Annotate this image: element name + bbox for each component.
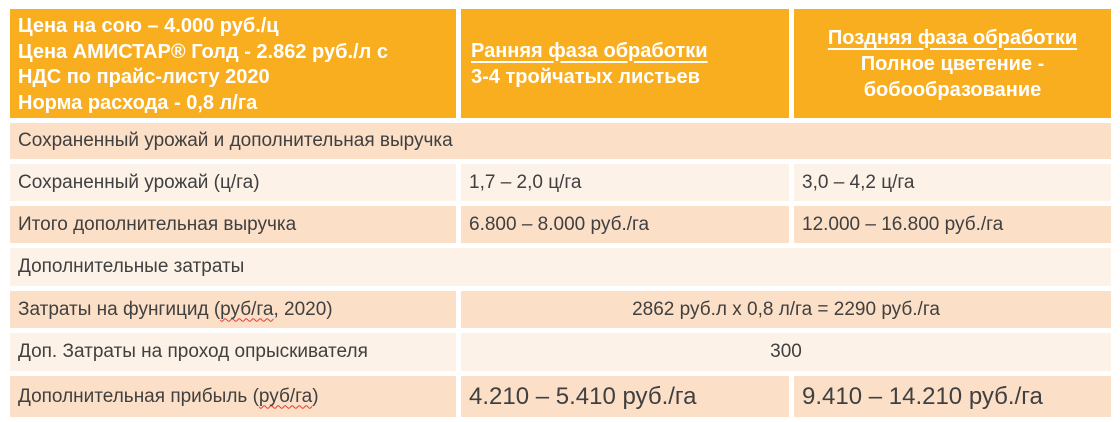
section-row-costs: Дополнительные затраты — [10, 248, 1111, 286]
early-phase-title: Ранняя фаза обработки — [471, 39, 708, 62]
row-sprayer-pass-label: Доп. Затраты на проход опрыскивателя — [10, 333, 456, 371]
extra-profit-label-post: ) — [312, 385, 319, 407]
row-extra-revenue-label: Итого дополнительная выручка — [10, 206, 456, 243]
fungicide-label-pre: Затраты на фунгицид ( — [18, 298, 221, 320]
saved-yield-late-text: 3,0 – 4,2 ц/га — [802, 171, 915, 193]
late-phase-title: Поздняя фаза обработки — [827, 26, 1078, 49]
extra-revenue-early-text: 6.800 – 8.000 руб./га — [469, 213, 650, 235]
header-early-phase-cell: Ранняя фаза обработки 3-4 тройчатых лист… — [461, 9, 789, 118]
extra-revenue-late-text: 12.000 – 16.800 руб./га — [802, 213, 1004, 235]
extra-profit-label-pre: Дополнительная прибыль ( — [18, 385, 259, 407]
sprayer-pass-label: Доп. Затраты на проход опрыскивателя — [18, 341, 368, 362]
late-phase-subtitle: Полное цветение - бобообразование — [860, 52, 1045, 101]
saved-yield-early-value: 1,7 – 2,0 ц/га — [461, 164, 789, 201]
fungicide-label-spellcheck: руб/га — [220, 298, 274, 320]
economics-table: Цена на сою – 4.000 руб./ц Цена АМИСТАР®… — [10, 9, 1111, 417]
sprayer-pass-text: 300 — [770, 341, 802, 362]
header-price-info-cell: Цена на сою – 4.000 руб./ц Цена АМИСТАР®… — [10, 9, 456, 118]
extra-revenue-label: Итого дополнительная выручка — [18, 213, 297, 235]
section-costs-label: Дополнительные затраты — [18, 256, 245, 277]
fungicide-cost-label: Затраты на фунгицид (руб/га, 2020) — [18, 299, 333, 321]
saved-yield-label: Сохраненный урожай (ц/га) — [18, 171, 260, 193]
extra-profit-early-text: 4.210 – 5.410 руб./га — [469, 382, 697, 410]
fungicide-cost-value: 2862 руб.л х 0,8 л/га = 2290 руб./га — [461, 291, 1111, 328]
header-price-info-text: Цена на сою – 4.000 руб./ц Цена АМИСТАР®… — [18, 15, 388, 114]
section-row-revenue: Сохраненный урожай и дополнительная выру… — [10, 123, 1111, 159]
sprayer-pass-value: 300 — [461, 333, 1111, 371]
row-fungicide-cost-label: Затраты на фунгицид (руб/га, 2020) — [10, 291, 456, 328]
section-revenue-label: Сохраненный урожай и дополнительная выру… — [18, 130, 453, 151]
header-late-phase-cell: Поздняя фаза обработки Полное цветение -… — [794, 9, 1111, 118]
extra-profit-early-value: 4.210 – 5.410 руб./га — [461, 376, 789, 417]
extra-profit-late-value: 9.410 – 14.210 руб./га — [794, 376, 1111, 417]
row-extra-profit-label: Дополнительная прибыль (руб/га) — [10, 376, 456, 417]
extra-profit-late-text: 9.410 – 14.210 руб./га — [802, 382, 1043, 410]
row-saved-yield-label: Сохраненный урожай (ц/га) — [10, 164, 456, 201]
saved-yield-late-value: 3,0 – 4,2 ц/га — [794, 164, 1111, 201]
fungicide-label-post: , 2020) — [273, 298, 333, 320]
saved-yield-early-text: 1,7 – 2,0 ц/га — [469, 171, 582, 193]
extra-profit-label: Дополнительная прибыль (руб/га) — [18, 386, 319, 408]
early-phase-subtitle: 3-4 тройчатых листьев — [471, 65, 700, 88]
extra-profit-label-spellcheck: руб/га — [258, 385, 313, 407]
extra-revenue-early-value: 6.800 – 8.000 руб./га — [461, 206, 789, 243]
fungicide-cost-text: 2862 руб.л х 0,8 л/га = 2290 руб./га — [632, 298, 940, 320]
extra-revenue-late-value: 12.000 – 16.800 руб./га — [794, 206, 1111, 243]
